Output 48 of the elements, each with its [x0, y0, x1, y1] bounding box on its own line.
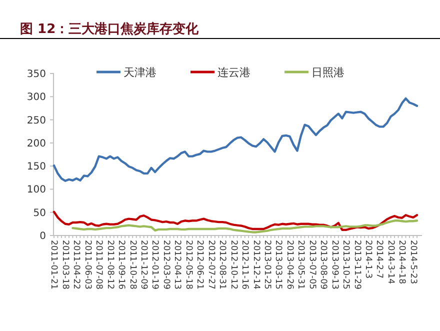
- x-tick-label: 2012-11-16: [240, 240, 250, 290]
- x-tick-label: 2013-11-29: [352, 240, 362, 290]
- legend-label: 天津港: [124, 66, 156, 79]
- x-tick-label: 2013-07-05: [306, 240, 317, 290]
- y-tick-label: 50: [33, 208, 46, 219]
- x-tick-label: 2013-09-13: [329, 240, 340, 290]
- x-tick-label: 2012-01-19: [150, 240, 160, 290]
- x-tick-label: 2011-07-08: [94, 240, 104, 290]
- x-tick-label: 2012-06-21: [194, 240, 205, 290]
- x-tick-label: 2012-12-14: [250, 240, 261, 290]
- x-tick-label: 2011-10-28: [127, 240, 138, 290]
- x-tick-label: 2013-04-26: [284, 240, 294, 290]
- x-tick-label: 2014-1-3: [363, 240, 374, 279]
- x-tick-label: 2014-5-23: [408, 240, 418, 284]
- y-tick-label: 150: [26, 162, 46, 173]
- x-tick-label: 2012-03-09: [160, 240, 171, 290]
- x-tick-label: 2012-07-27: [206, 240, 216, 290]
- legend-label: 连云港: [218, 66, 250, 79]
- x-tick-label: 2011-12-09: [138, 240, 148, 290]
- y-tick-label: 300: [26, 92, 46, 104]
- x-tick-label: 2014-2-7: [374, 240, 384, 279]
- x-tick-label: 2012-10-12: [228, 240, 238, 290]
- x-tick-label: 2013-08-09: [318, 240, 328, 290]
- x-tick-label: 2011-04-22: [71, 240, 82, 290]
- x-tick-label: 2014-3-14: [385, 240, 396, 284]
- y-tick-label: 350: [26, 69, 46, 80]
- x-tick-label: 2012-05-18: [183, 240, 194, 290]
- y-tick-label: 0: [40, 231, 46, 242]
- x-tick-label: 2014-4-18: [396, 240, 407, 284]
- chart-title: 图 12：三大港口焦炭库存变化: [20, 21, 200, 37]
- x-tick-label: 2013-10-25: [340, 240, 351, 290]
- y-tick-label: 100: [26, 184, 46, 196]
- legend-label: 日照港: [312, 66, 344, 79]
- x-tick-label: 2013-05-31: [296, 240, 306, 290]
- line-series: [52, 97, 418, 182]
- x-tick-label: 2013-03-15: [273, 240, 284, 290]
- line-series: [52, 210, 418, 232]
- x-tick-label: 2011-03-18: [60, 240, 70, 290]
- x-tick-label: 2013-01-25: [262, 240, 272, 290]
- x-tick-label: 2011-01-21: [48, 240, 59, 290]
- y-tick-label: 200: [26, 138, 46, 150]
- y-tick-label: 250: [26, 115, 46, 126]
- x-tick-label: 2011-06-03: [82, 240, 92, 290]
- x-tick-label: 2011-08-12: [104, 240, 115, 290]
- x-tick-label: 2012-08-31: [217, 240, 228, 290]
- line-series: [72, 220, 418, 234]
- x-tick-label: 2012-04-13: [172, 240, 182, 290]
- x-tick-label: 2011-09-16: [116, 240, 126, 290]
